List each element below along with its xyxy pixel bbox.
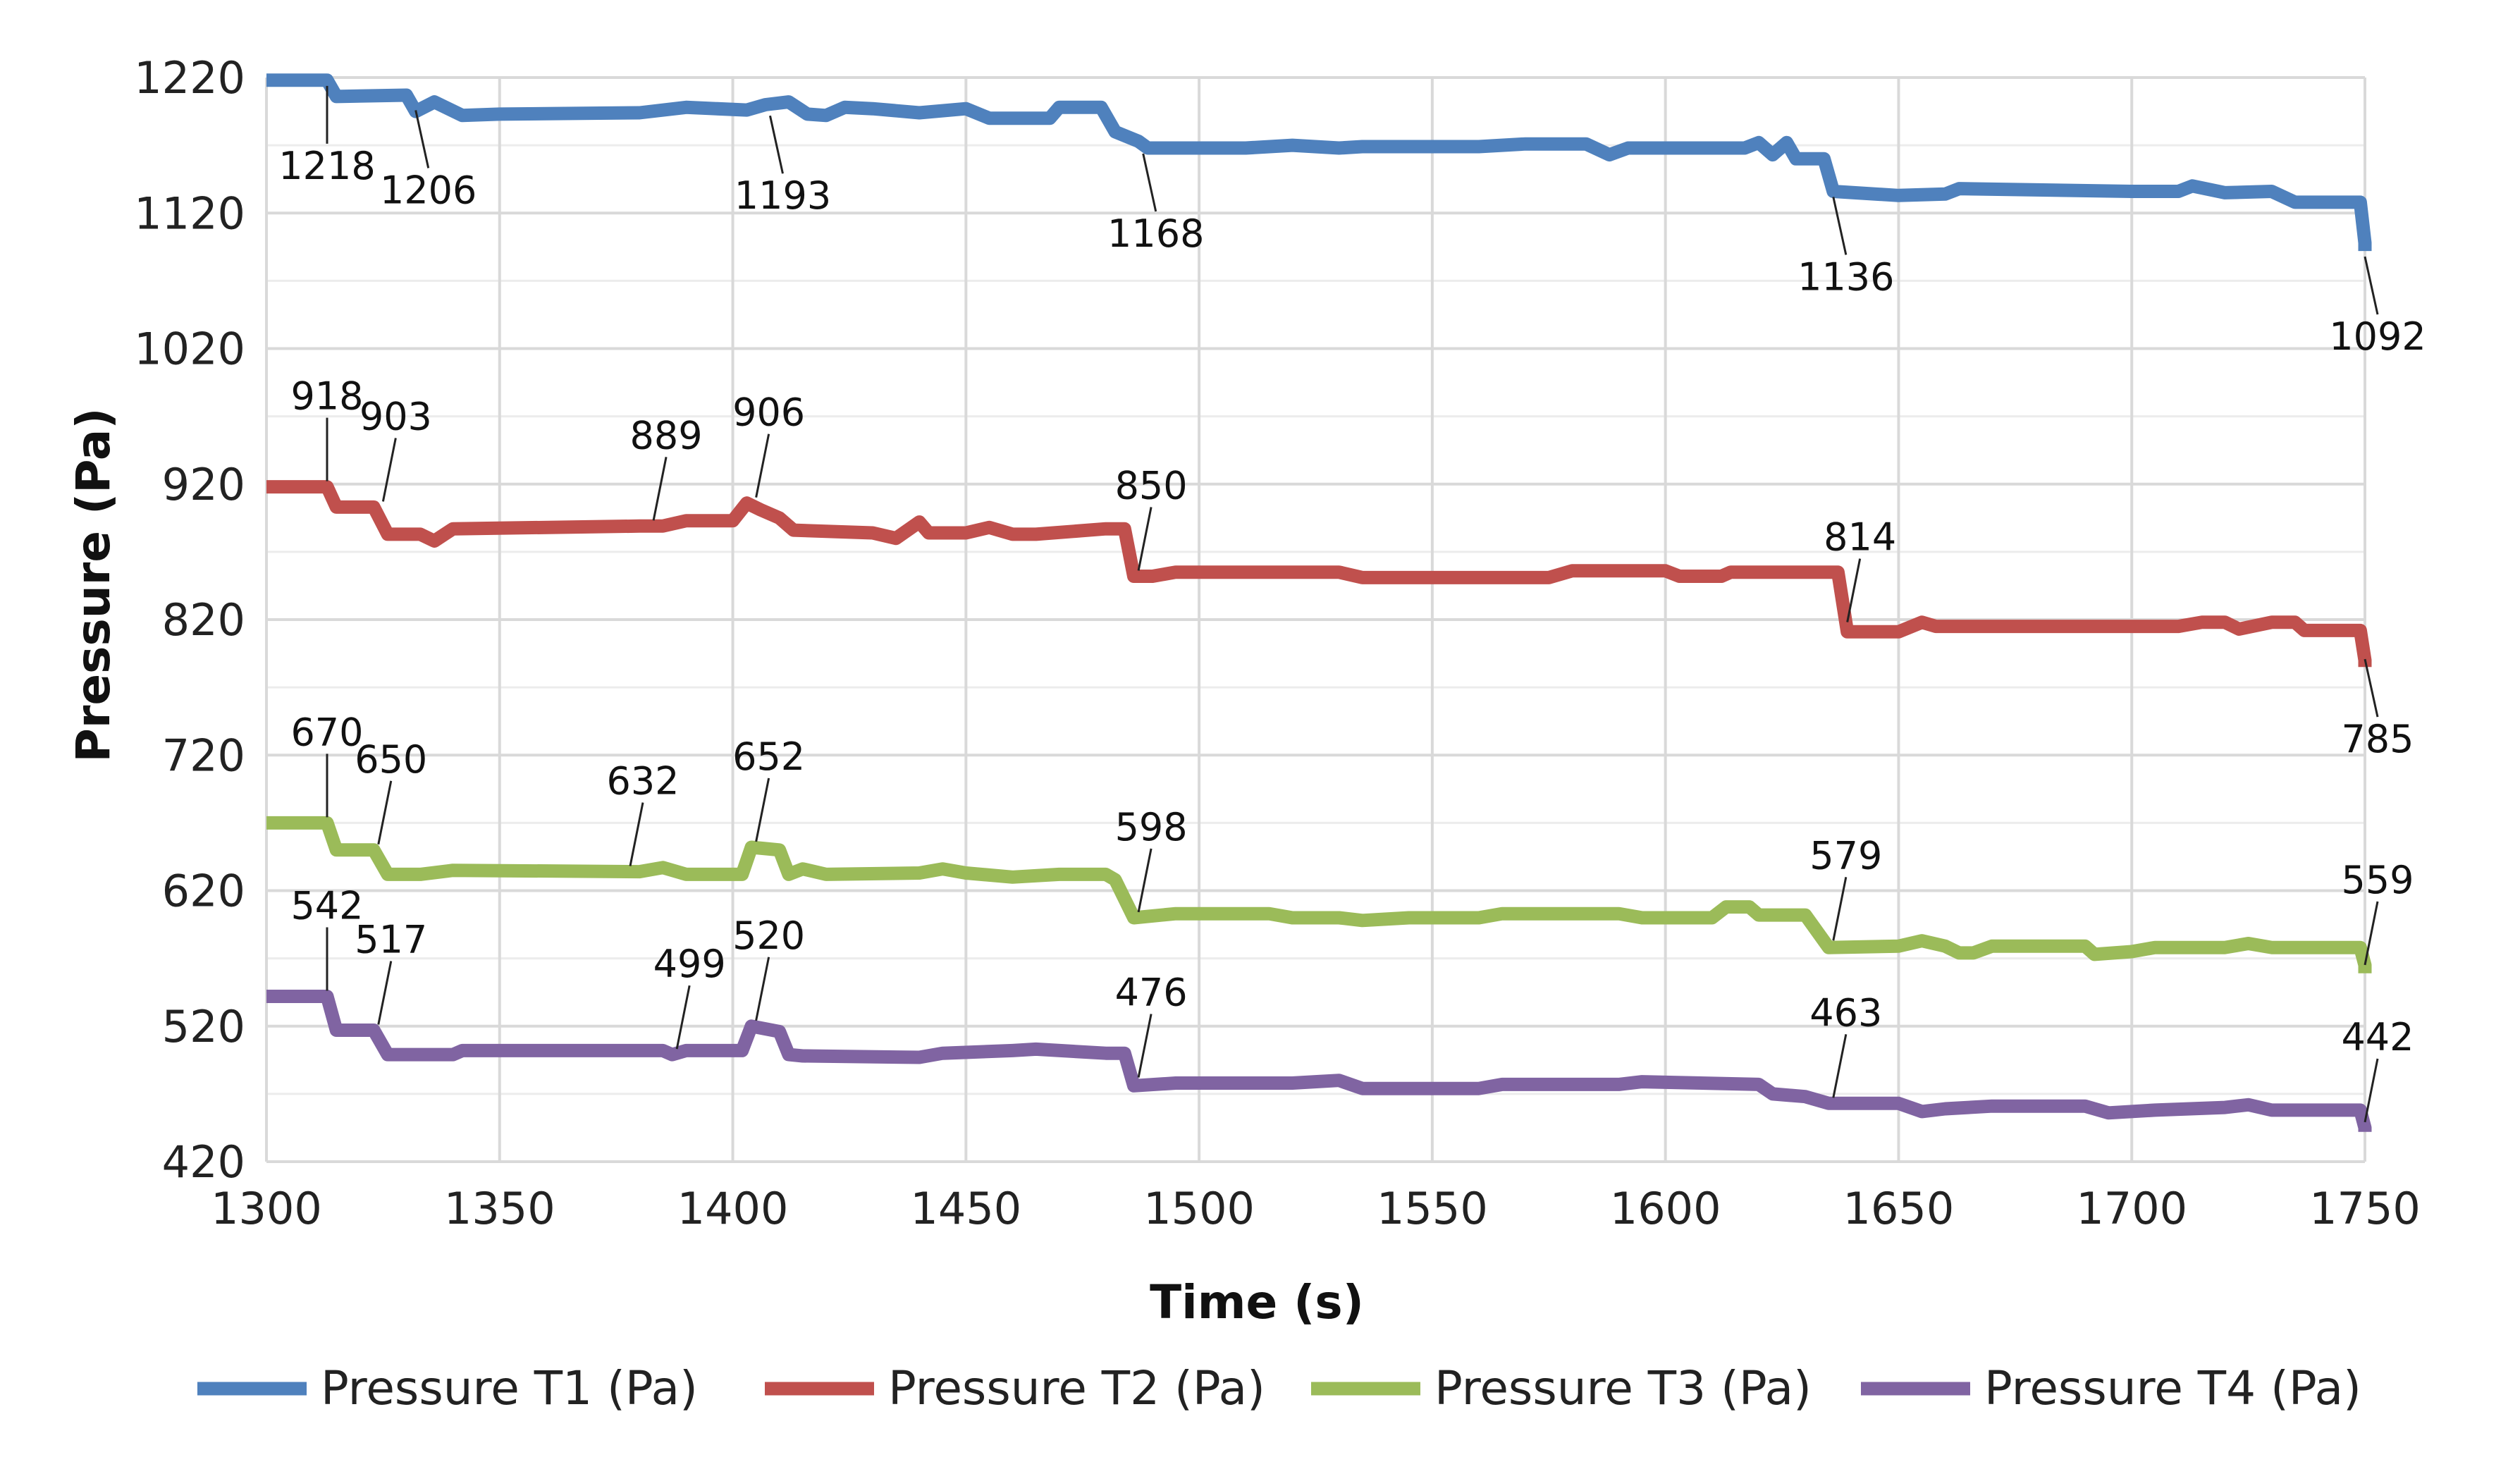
annotation-leader (2364, 1058, 2379, 1123)
series-lines (266, 73, 2372, 1138)
annotation-label: 1206 (380, 168, 477, 212)
y-axis-title: Pressure (Pa) (66, 408, 121, 763)
annotation-label: 632 (606, 759, 679, 804)
annotation-leader (414, 110, 430, 168)
legend-label-t2: Pressure T2 (Pa) (888, 1361, 1265, 1415)
annotation-leader (1832, 877, 1848, 941)
annotation-leader (1137, 507, 1153, 571)
annotation-label: 517 (355, 918, 427, 962)
axis-ticks: 420 520 620 720 820 920 1020 1120 1220 1300 1350 14… (134, 52, 2421, 1234)
annotation-label: 785 (2341, 717, 2414, 761)
annotation-leader (1832, 197, 1848, 255)
annotation-label: 652 (732, 734, 805, 779)
y-tick-label: 820 (162, 594, 245, 646)
y-tick-label: 420 (162, 1136, 245, 1188)
series-line-t1 (266, 73, 2372, 252)
legend-label-t3: Pressure T3 (Pa) (1434, 1361, 1812, 1415)
annotation-leader (1846, 558, 1862, 622)
annotation-leader (769, 115, 784, 174)
annotation-leader (755, 434, 770, 498)
annotation-label: 559 (2341, 858, 2414, 902)
annotation-leader (377, 961, 393, 1025)
series-line-t2 (266, 480, 2372, 668)
annotation-label: 442 (2341, 1015, 2414, 1059)
y-tick-label: 520 (162, 1001, 245, 1052)
series-line-t3 (266, 816, 2372, 975)
y-tick-label: 1220 (134, 52, 245, 104)
annotation-leader (629, 802, 644, 866)
annotation-leader (2364, 256, 2379, 315)
annotation-leader (755, 957, 770, 1021)
annotation-label: 1218 (278, 144, 375, 188)
x-tick-label: 1500 (1143, 1183, 1255, 1234)
annotation-leader (675, 985, 691, 1050)
annotation-leader (1832, 1034, 1848, 1098)
x-tick-label: 1400 (677, 1183, 789, 1234)
annotation-leader (377, 780, 393, 845)
annotation-leader (2364, 901, 2379, 966)
y-tick-label: 1020 (134, 324, 245, 375)
x-tick-label: 1300 (211, 1183, 322, 1234)
annotation-label: 889 (630, 413, 703, 457)
annotation-label: 1168 (1107, 211, 1204, 256)
annotation-label: 906 (732, 391, 805, 435)
annotation-leader (1142, 153, 1157, 212)
annotation-label: 850 (1115, 463, 1188, 508)
y-tick-label: 1120 (134, 188, 245, 239)
x-tick-label: 1750 (2309, 1183, 2421, 1234)
x-tick-label: 1650 (1843, 1183, 1955, 1234)
x-axis-title: Time (s) (1150, 1275, 1364, 1329)
y-tick-label: 620 (162, 866, 245, 917)
annotation-leader (652, 457, 668, 521)
annotation-label: 463 (1809, 990, 1882, 1035)
series-line-t4 (266, 990, 2372, 1138)
annotation-label: 598 (1115, 805, 1188, 849)
annotation-leader (381, 438, 397, 502)
annotation-label: 1136 (1797, 254, 1894, 299)
annotation-label: 499 (653, 942, 726, 986)
annotation-label: 542 (290, 883, 363, 928)
annotation-leader (1137, 848, 1153, 913)
annotation-label: 670 (290, 710, 363, 754)
annotation-label: 814 (1824, 515, 1896, 560)
y-tick-label: 720 (162, 730, 245, 781)
annotation-label: 918 (290, 374, 363, 419)
x-tick-label: 1350 (444, 1183, 555, 1234)
x-tick-label: 1600 (1610, 1183, 1721, 1234)
legend-label-t4: Pressure T4 (Pa) (1984, 1361, 2361, 1415)
x-tick-label: 1450 (910, 1183, 1021, 1234)
legend-label-t1: Pressure T1 (Pa) (321, 1361, 698, 1415)
gridlines (265, 76, 2366, 1163)
legend: Pressure T1 (Pa) Pressure T2 (Pa) Pressure… (197, 1361, 2361, 1415)
annotation-label: 650 (355, 737, 427, 782)
annotation-leader (2364, 658, 2379, 718)
annotation-label: 1092 (2329, 314, 2426, 359)
x-tick-label: 1550 (1377, 1183, 1488, 1234)
x-tick-label: 1700 (2076, 1183, 2187, 1234)
annotation-label: 520 (732, 914, 805, 958)
annotation-label: 579 (1809, 833, 1882, 878)
annotation-label: 903 (359, 394, 432, 438)
y-tick-label: 920 (162, 459, 245, 510)
annotation-leader (1137, 1014, 1153, 1078)
annotation-label: 1193 (735, 173, 831, 218)
annotation-leader (755, 777, 770, 842)
annotation-label: 476 (1115, 970, 1188, 1014)
